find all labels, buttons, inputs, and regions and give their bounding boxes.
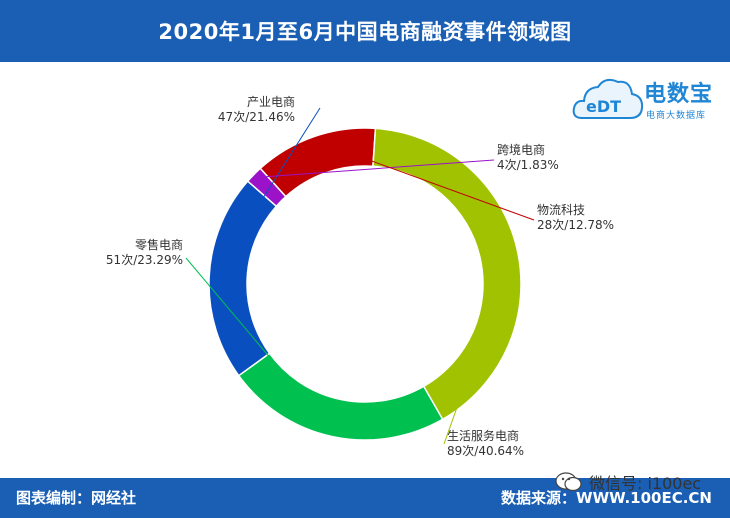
wechat-id: 微信号: i100ec (589, 474, 702, 493)
leader-line (212, 107, 321, 278)
donut-slices (208, 127, 522, 441)
slice-value-label: 47次/21.46% (218, 110, 295, 124)
edt-logo: eDT 电数宝 电商大数据库 (572, 70, 724, 130)
wechat-icon (555, 472, 582, 492)
logo-mark: eDT (586, 97, 621, 116)
footer-bar: 图表编制：网经社 数据来源：WWW.100EC.CN (0, 478, 730, 518)
donut-slice (208, 180, 278, 377)
cloud-logo-icon: eDT (572, 78, 644, 119)
wechat-watermark: 微信号: i100ec (555, 470, 701, 494)
logo-name: 电数宝 (644, 82, 714, 107)
donut-slice (259, 127, 377, 198)
footer-source: 数据来源：WWW.100EC.CN (501, 489, 712, 507)
logo-subtitle: 电商大数据库 (646, 111, 707, 121)
chart-title: 2020年1月至6月中国电商融资事件领域图 (158, 20, 572, 44)
leader-line (185, 257, 334, 433)
leader-line (443, 249, 514, 445)
slice-name-label: 零售电商 (135, 237, 183, 252)
footer-credit: 图表编制：网经社 (16, 489, 137, 507)
slice-value-label: 51次/23.29% (106, 253, 183, 267)
slice-value-label: 89次/40.64% (447, 444, 524, 458)
slice-name-label: 跨境电商 (497, 142, 545, 157)
slice-value-label: 4次/1.83% (497, 158, 559, 172)
slice-name-label: 生活服务电商 (447, 428, 519, 443)
leader-lines (185, 107, 535, 445)
slice-value-label: 28次/12.78% (537, 218, 614, 232)
donut-slice (372, 127, 522, 421)
leader-line (314, 139, 535, 221)
leader-line (256, 159, 495, 178)
slice-name-label: 产业电商 (247, 94, 295, 109)
slice-name-label: 物流科技 (537, 203, 585, 217)
donut-slice (237, 352, 444, 441)
chart-header: 2020年1月至6月中国电商融资事件领域图 (0, 0, 730, 62)
